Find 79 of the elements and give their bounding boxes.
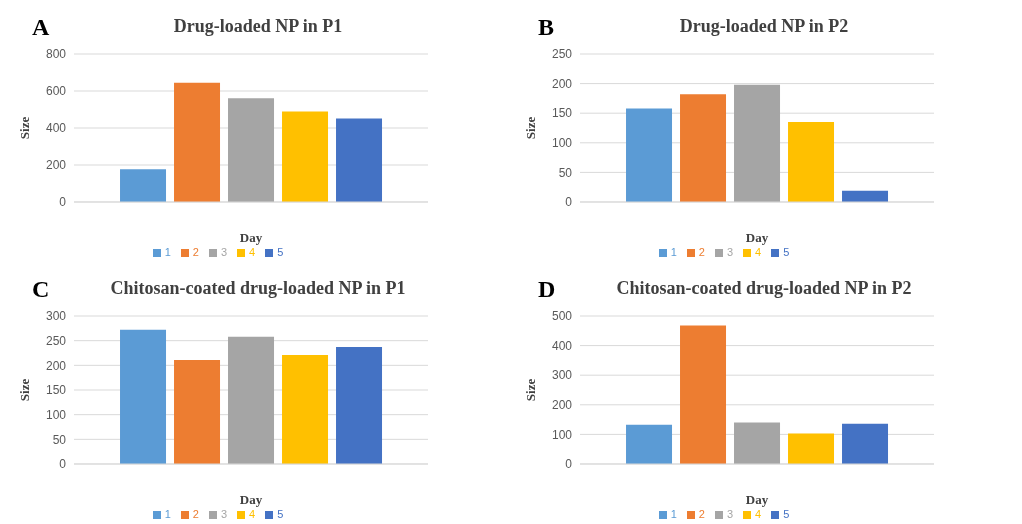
y-tick-label: 600 [45,84,67,99]
y-tick-label: 0 [59,195,67,210]
y-tick-label: 800 [45,47,67,62]
y-tick-label: 50 [52,432,67,447]
legend-label: 1 [164,508,171,520]
bar [120,329,167,464]
chart-title: Drug-loaded NP in P1 [172,16,344,37]
x-axis-title: Day [745,230,769,245]
legend-label: 1 [670,508,677,520]
legend-label: 5 [277,246,284,258]
chart-title: Chitosan-coated drug-loaded NP in P2 [615,278,913,299]
bar [788,122,835,202]
y-tick-label: 300 [45,309,67,324]
y-tick-label: 250 [45,333,67,348]
y-tick-label: 0 [565,195,573,210]
x-axis-title: Day [239,230,263,245]
y-tick-label: 400 [551,338,573,353]
bar [680,94,727,202]
text: C [32,276,50,303]
legend-label: 3 [220,246,228,258]
legend-label: 1 [670,246,677,258]
chart-title: Chitosan-coated drug-loaded NP in P1 [109,278,407,299]
y-axis-title: Size [522,378,538,402]
y-tick-label: 150 [551,106,573,121]
y-tick-label: 200 [45,158,67,173]
chart-title: Drug-loaded NP in P2 [678,16,850,37]
legend-label: 2 [698,246,705,258]
y-tick-label: 200 [45,358,67,373]
text: D [538,276,556,303]
bar [174,82,221,202]
y-tick-label: 50 [558,165,573,180]
bar [282,354,329,464]
x-axis-title: Day [239,492,263,507]
legend-label: 4 [755,246,762,258]
legend-label: 2 [192,246,199,258]
bar [228,98,275,202]
legend-label: 4 [249,246,256,258]
legend-label: 5 [783,246,790,258]
bar [680,325,727,464]
text: B [538,14,555,41]
y-tick-label: 300 [551,368,573,383]
y-tick-label: 0 [59,457,67,472]
legend-label: 4 [249,508,256,520]
legend-label: 5 [783,508,790,520]
y-tick-label: 100 [45,407,67,422]
legend-label: 2 [698,508,705,520]
legend-label: 4 [755,508,762,520]
y-axis-title: Size [522,116,538,140]
y-tick-label: 100 [551,427,573,442]
bar [282,111,329,202]
y-tick-label: 400 [45,121,67,136]
legend-label: 2 [192,508,199,520]
bar [228,336,275,464]
bar [336,347,383,464]
y-axis-title: Size [16,378,32,402]
legend-label: 3 [726,246,734,258]
bar [626,108,673,202]
bar [788,433,835,464]
y-tick-label: 100 [551,136,573,151]
bar [842,423,889,464]
y-tick-label: 250 [551,47,573,62]
bar [734,422,781,464]
bar [336,118,383,202]
text: A [32,14,50,41]
y-axis-title: Size [16,116,32,140]
legend-label: 3 [726,508,734,520]
y-tick-label: 150 [45,383,67,398]
legend-label: 5 [277,508,284,520]
bar [174,359,221,464]
y-tick-label: 500 [551,309,573,324]
y-tick-label: 200 [551,76,573,91]
x-axis-title: Day [745,492,769,507]
bar [734,84,781,202]
legend-label: 1 [164,246,171,258]
bar [626,424,673,464]
y-tick-label: 0 [565,457,573,472]
y-tick-label: 200 [551,398,573,413]
legend-label: 3 [220,508,228,520]
bar [120,169,167,202]
